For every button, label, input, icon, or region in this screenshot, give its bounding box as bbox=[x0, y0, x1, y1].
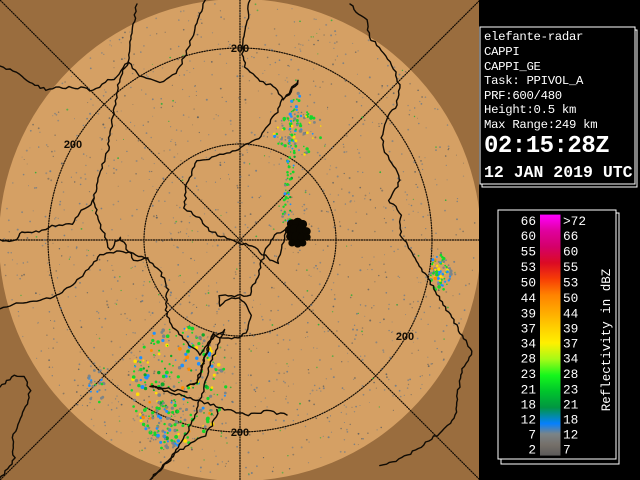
svg-text:55: 55 bbox=[563, 260, 578, 275]
svg-text:200: 200 bbox=[396, 331, 414, 343]
svg-text:200: 200 bbox=[231, 43, 249, 55]
svg-text:CAPPI: CAPPI bbox=[484, 45, 519, 59]
svg-text:elefante-radar: elefante-radar bbox=[484, 30, 583, 44]
svg-text:66: 66 bbox=[563, 229, 578, 244]
svg-text:53: 53 bbox=[521, 260, 536, 275]
svg-text:Height:0.5 km: Height:0.5 km bbox=[484, 103, 576, 117]
svg-text:18: 18 bbox=[521, 398, 536, 413]
svg-text:Reflectivity in dBZ: Reflectivity in dBZ bbox=[600, 268, 614, 411]
svg-text:50: 50 bbox=[563, 291, 578, 306]
svg-text:23: 23 bbox=[563, 383, 578, 398]
svg-text:44: 44 bbox=[521, 291, 537, 306]
svg-text:>72: >72 bbox=[563, 214, 586, 229]
svg-text:21: 21 bbox=[563, 398, 579, 413]
svg-text:21: 21 bbox=[521, 383, 537, 398]
svg-text:50: 50 bbox=[521, 276, 536, 291]
svg-text:02:15:28Z: 02:15:28Z bbox=[484, 133, 609, 160]
svg-text:28: 28 bbox=[521, 352, 536, 367]
svg-text:34: 34 bbox=[521, 337, 537, 352]
svg-text:34: 34 bbox=[563, 352, 579, 367]
svg-text:28: 28 bbox=[563, 367, 578, 382]
svg-text:12: 12 bbox=[521, 413, 536, 428]
svg-text:7: 7 bbox=[528, 428, 536, 443]
svg-text:60: 60 bbox=[521, 229, 536, 244]
svg-text:66: 66 bbox=[521, 214, 536, 229]
svg-text:60: 60 bbox=[563, 245, 578, 260]
svg-text:37: 37 bbox=[521, 322, 536, 337]
svg-text:44: 44 bbox=[563, 307, 579, 322]
svg-text:18: 18 bbox=[563, 413, 578, 428]
svg-text:CAPPI_GE: CAPPI_GE bbox=[484, 60, 541, 74]
svg-text:39: 39 bbox=[521, 307, 536, 322]
svg-text:200: 200 bbox=[64, 139, 82, 151]
svg-text:53: 53 bbox=[563, 276, 578, 291]
svg-text:Task: PPIVOL_A: Task: PPIVOL_A bbox=[484, 74, 584, 88]
svg-text:12 JAN 2019 UTC: 12 JAN 2019 UTC bbox=[484, 163, 633, 182]
svg-text:23: 23 bbox=[521, 367, 536, 382]
svg-text:55: 55 bbox=[521, 245, 536, 260]
svg-text:2: 2 bbox=[528, 443, 536, 458]
svg-text:37: 37 bbox=[563, 337, 578, 352]
svg-text:7: 7 bbox=[563, 443, 571, 458]
svg-text:39: 39 bbox=[563, 322, 578, 337]
svg-text:PRF:600/480: PRF:600/480 bbox=[484, 89, 562, 103]
svg-text:200: 200 bbox=[231, 427, 249, 439]
svg-text:Max Range:249 km: Max Range:249 km bbox=[484, 118, 597, 132]
svg-text:12: 12 bbox=[563, 428, 578, 443]
